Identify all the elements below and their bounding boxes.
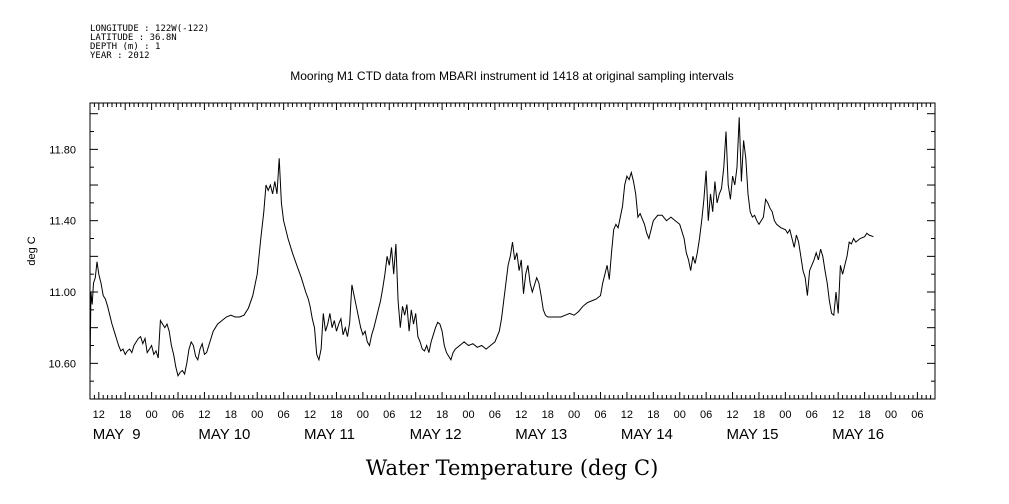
x-hour-label: 00 [779,409,791,421]
x-hour-label: 06 [806,409,818,421]
plot-frame [89,102,936,400]
x-hour-label: 06 [383,409,395,421]
y-tick-label: 11.00 [49,287,76,299]
meta-year: YEAR : 2012 [90,51,150,61]
x-hour-label: 18 [119,409,131,421]
x-hour-label: 06 [911,409,923,421]
x-hour-label: 00 [885,409,897,421]
x-hour-label: 18 [542,409,554,421]
x-hour-label: 12 [726,409,738,421]
y-tick-label: 11.80 [49,144,76,156]
x-day-label: MAY 16 [832,426,884,443]
x-tick-labels: 12 18 00 06 12 18 00 06 12 18 00 06 12 18 00 06 12 18 00 06… [93,409,924,421]
x-day-label: MAY 12 [410,426,462,443]
x-day-labels: MAY 9 MAY 10 MAY 11 MAY 12 MAY 13 MAY 14 MAY 1… [93,426,884,443]
axis-ticks [89,103,936,400]
y-tick-labels: 10.60 11.00 11.40 11.80 [48,144,76,370]
x-hour-label: 00 [462,409,474,421]
x-hour-label: 18 [330,409,342,421]
x-hour-label: 06 [172,409,184,421]
chart-title: Mooring M1 CTD data from MBARI instrumen… [290,69,734,83]
x-day-label: MAY 9 [93,426,141,443]
meta-info: LONGITUDE : 122W(-122) LATITUDE : 36.8N … [90,24,209,61]
y-tick-label: 11.40 [49,216,76,228]
x-hour-label: 18 [436,409,448,421]
x-hour-label: 00 [674,409,686,421]
meta-depth: DEPTH (m) : 1 [90,42,160,52]
meta-latitude: LATITUDE : 36.8N [90,33,177,43]
x-hour-label: 12 [621,409,633,421]
x-axis-label: Water Temperature (deg C) [366,456,659,480]
x-hour-label: 12 [832,409,844,421]
x-hour-label: 18 [753,409,765,421]
meta-longitude: LONGITUDE : 122W(-122) [90,24,209,34]
x-hour-label: 18 [225,409,237,421]
x-hour-label: 12 [515,409,527,421]
x-day-label: MAY 13 [515,426,567,443]
x-hour-label: 00 [251,409,263,421]
x-hour-label: 18 [858,409,870,421]
x-day-label: MAY 14 [621,426,673,443]
y-tick-label: 10.60 [48,358,76,370]
x-hour-label: 12 [93,409,105,421]
series-line-water-temperature [89,117,874,378]
x-hour-label: 06 [489,409,501,421]
x-hour-label: 06 [594,409,606,421]
x-day-label: MAY 15 [727,426,779,443]
x-day-label: MAY 10 [198,426,250,443]
x-hour-label: 00 [145,409,157,421]
x-hour-label: 18 [647,409,659,421]
x-hour-label: 06 [700,409,712,421]
x-hour-label: 06 [278,409,290,421]
x-day-label: MAY 11 [304,426,355,443]
x-hour-label: 00 [357,409,369,421]
y-axis-label: deg C [26,236,38,265]
x-hour-label: 12 [304,409,316,421]
x-hour-label: 00 [568,409,580,421]
x-hour-label: 12 [198,409,210,421]
x-hour-label: 12 [410,409,422,421]
